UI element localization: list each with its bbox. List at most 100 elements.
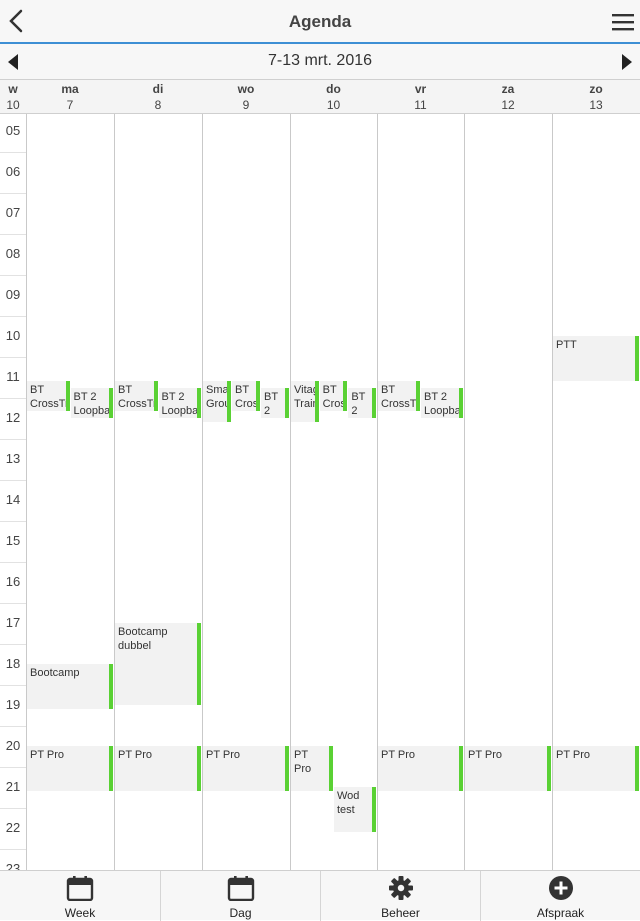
calendar-day-icon [227,876,255,901]
calendar-week-icon [66,876,94,901]
day-header-di[interactable]: di 8 [114,80,202,114]
appointment-block[interactable]: BT CrossTraining [378,380,420,412]
bottom-tab-bar: Week Dag Beheer [0,870,640,921]
triangle-left-icon[interactable] [6,53,20,71]
day-date: 11 [414,98,427,112]
hour-label: 17 [5,615,21,631]
day-name: zo [589,82,603,96]
hour-divider [0,233,26,235]
hour-label: 18 [5,656,21,672]
hour-label: 06 [5,164,21,180]
appointment-block[interactable]: BT 2 Loopbaan [348,387,376,419]
hour-divider [0,848,26,850]
day-header-za[interactable]: za 12 [464,80,552,114]
appointment-block[interactable]: PT Pro [553,746,639,791]
appointment-block[interactable]: Small Group [203,380,231,422]
hour-label: 21 [5,779,21,795]
week-grid[interactable]: 05 06 07 08 09 10 11 12 13 14 15 16 17 18 19 20 21 22 23 BT… [0,114,640,870]
appointment-block[interactable]: BT CrossTraining [232,380,260,412]
hour-label: 11 [6,369,20,385]
week-navigator: 7-13 mrt. 2016 [0,44,640,80]
day-header-zo[interactable]: zo 13 [552,80,640,114]
appointment-block[interactable]: PT Pro [291,746,333,791]
day-column-divider [290,114,291,870]
week-number-label: w [8,82,18,96]
hour-divider [0,274,26,276]
day-header-vr[interactable]: vr 11 [377,80,464,114]
appointment-block[interactable]: PT Pro [27,746,113,791]
appointment-block[interactable]: BT CrossTraining [115,380,158,412]
hour-label: 15 [5,533,21,549]
chevron-left-icon[interactable] [4,8,30,34]
hour-divider [0,479,26,481]
tab-appointment[interactable]: Afspraak [480,871,640,921]
week-number-header: w 10 [0,80,26,114]
day-name: ma [61,82,79,96]
hour-divider [0,397,26,399]
day-header-wo[interactable]: wo 9 [202,80,290,114]
hour-divider [0,643,26,645]
week-number-value: 10 [6,98,20,112]
hour-label: 20 [5,738,21,754]
appointment-block[interactable]: BT 2 Loopbaan [421,387,463,419]
triangle-right-icon[interactable] [620,53,634,71]
hour-label: 09 [5,287,21,303]
day-header-do[interactable]: do 10 [290,80,377,114]
hour-label: 16 [5,574,21,590]
hour-divider [0,725,26,727]
appointment-block[interactable]: PTT [553,336,639,381]
app-header: Agenda [0,0,640,44]
hour-label: 12 [5,410,21,426]
appointment-block[interactable]: BT CrossTraining [319,380,348,412]
hour-label: 13 [5,451,21,467]
appointment-block[interactable]: PT Pro [115,746,201,791]
day-name: za [501,82,515,96]
day-column-divider [377,114,378,870]
appointment-block[interactable]: Bootcamp [27,664,113,709]
hour-divider [0,151,26,153]
tab-manage[interactable]: Beheer [320,871,480,921]
day-column-divider [26,114,27,870]
day-column-divider [464,114,465,870]
hour-divider [0,684,26,686]
hour-label: 14 [5,492,21,508]
day-date: 8 [154,98,162,112]
hour-label: 10 [5,328,21,344]
day-date: 12 [501,98,515,112]
day-date: 9 [242,98,250,112]
hour-divider [0,192,26,194]
hour-label: 23 [5,861,21,870]
hour-divider [0,438,26,440]
tab-day-label: Dag [229,906,252,920]
day-date: 13 [589,98,603,112]
hour-divider [0,356,26,358]
appointment-block[interactable]: PT Pro [465,746,551,791]
hour-divider [0,602,26,604]
hour-label: 19 [5,697,21,713]
appointment-block[interactable]: BT 2 Loopbaan [158,387,201,419]
appointment-block[interactable]: BT 2 Loopbaan [70,387,113,419]
hour-label: 05 [5,123,21,139]
hamburger-menu-icon[interactable] [612,12,634,32]
day-header-ma[interactable]: ma 7 [26,80,114,114]
tab-day[interactable]: Dag [160,871,320,921]
hour-divider [0,807,26,809]
appointment-block[interactable]: PT Pro [203,746,289,791]
hour-divider [0,766,26,768]
appointment-block[interactable]: Vitage Training [291,380,319,422]
appointment-block[interactable]: Bootcamp dubbel [115,623,201,706]
day-date: 7 [66,98,74,112]
day-name: do [326,82,341,96]
tab-week[interactable]: Week [0,871,160,921]
appointment-block[interactable]: BT 2 Loopbaan [261,387,289,419]
appointment-block[interactable]: BT CrossTraining [27,380,70,412]
appointment-block[interactable]: PT Pro [378,746,463,791]
hour-divider [0,315,26,317]
gear-icon [389,876,413,900]
day-header-row: w 10 ma 7 di 8 wo 9 do 10 vr 11 za 12 zo 13 [0,80,640,114]
hour-divider [0,520,26,522]
day-name: wo [237,82,255,96]
appointment-block[interactable]: Wod test [334,787,376,832]
day-date: 10 [326,98,341,112]
page-title: Agenda [288,12,352,31]
